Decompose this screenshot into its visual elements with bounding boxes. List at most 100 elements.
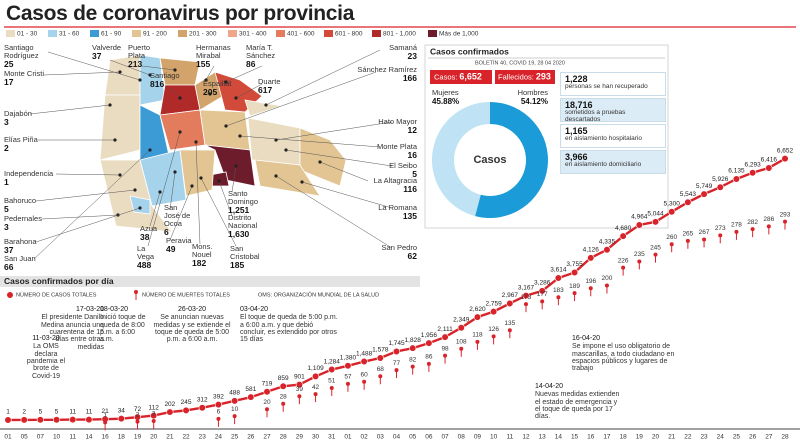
death-marker [718,233,723,244]
legend-label: 91 - 200 [143,31,167,38]
death-head [556,295,561,300]
x-tick-label: 02 [361,434,369,441]
cases-label: 4,964 [631,214,648,221]
death-label: 118 [472,332,483,339]
cases-point [457,324,465,332]
cases-label: 3,755 [566,261,583,268]
death-label: 183 [553,287,564,294]
province-cases: 1 [4,176,9,187]
province-label: Monte Plata 16 [355,143,417,160]
section-band [0,276,420,287]
death-head [459,346,464,351]
x-tick-label: 23 [199,434,207,441]
province-name: Bahoruco [4,196,37,205]
province-cases: 185 [230,259,245,270]
annotation-date: 11-03-20 [32,335,60,342]
annotation-date: 26-03-20 [177,306,207,313]
death-marker [507,328,512,339]
death-marker [540,299,545,310]
leader-line [41,214,119,220]
stat-text: sometidos a pruebas descartados [565,109,626,124]
death-head [604,283,609,288]
province-label: Santo Domingo 1,251 [228,190,278,215]
province-label: San Pedro 62 [355,244,417,261]
cases-point [425,339,433,347]
annotation-text: El toque de queda de 5:00 p.m. a 6:00 a.… [240,314,338,344]
cases-label: 1,828 [405,337,422,344]
x-tick-label: 20 [652,434,660,441]
death-head [103,420,108,425]
death-label: 135 [504,320,515,327]
death-label: 177 [537,291,548,298]
cases-label: 21 [102,408,110,415]
x-tick-label: 20 [150,434,158,441]
legend-label: NÚMERO DE CASOS TOTALES [16,291,97,298]
cases-point [668,208,676,216]
annotation: 17-03-20 El presidente Danilo Medina anun… [36,306,104,351]
death-head [297,394,302,399]
death-label: 1 [103,412,107,419]
leader-line [33,149,151,260]
death-head [135,419,140,424]
legend-swatch [428,30,437,37]
cases-label: 1,109 [307,365,324,372]
death-label: 126 [488,326,499,333]
donut-category: Hombres [518,88,549,97]
death-label: 273 [715,225,726,232]
province-cases: 135 [402,210,417,221]
province-label: La Vega 488 [137,245,163,270]
cases-point [619,232,627,240]
cases-point [85,415,93,424]
x-tick-label: 24 [717,434,725,441]
death-head [265,407,269,412]
death-marker [426,361,431,372]
cases-label: 5 [39,409,43,416]
annotation-date: 17-03-20 [75,306,104,313]
death-label: 265 [682,231,693,238]
death-label: 57 [344,374,352,381]
province-cases: 38 [140,231,150,242]
province-name: Monte Plata [376,142,417,151]
province-label: Bahoruco 5 [4,197,59,214]
x-tick-label: 19 [636,434,644,441]
cases-point [150,412,158,420]
annotation: 18-03-20 Inició toque de queda de 8:00 p.… [100,306,146,344]
stat-text: en aislamiento hospitalario [565,135,642,143]
death-marker [443,353,448,364]
x-tick-label: 10 [53,434,61,441]
cases-point [376,354,384,362]
leader-line [169,171,176,211]
death-label: 60 [361,371,369,378]
deaths-box [495,70,555,84]
province-label: San Juan 66 [4,255,59,272]
province-label: María T. Sánchez 86 [246,44,294,69]
province-dot [158,190,162,194]
donut-center-label: Casos [473,154,506,166]
province-label: Mons. Nouel 182 [192,243,226,268]
province-cases: 66 [4,261,14,272]
x-tick-label: 21 [166,434,174,441]
province-dot [274,174,278,178]
death-head [524,302,528,307]
page-title: Casos de coronavirus por provincia [6,2,355,25]
cases-label: 719 [262,380,273,387]
death-label: 98 [441,345,449,352]
cases-label: 581 [245,386,256,393]
stat-box: 18,716 sometidos a pruebas descartados [560,98,666,124]
province-cases: 49 [166,243,176,254]
province-label: Santiago 816 [150,72,190,89]
cases-point [684,198,692,206]
cases-label: 72 [134,406,142,413]
province-label: Azua 38 [140,225,162,242]
leader-line [35,207,141,243]
death-head [669,242,674,247]
leader-line [225,65,263,83]
cases-point [635,221,643,229]
province-name: La Romana [378,203,417,212]
x-tick-label: 14 [555,434,563,441]
x-tick-label: 16 [587,434,595,441]
annotation: 14-04-20 Nuevas medidas extienden el esta… [535,383,621,421]
x-tick-label: 21 [668,434,676,441]
